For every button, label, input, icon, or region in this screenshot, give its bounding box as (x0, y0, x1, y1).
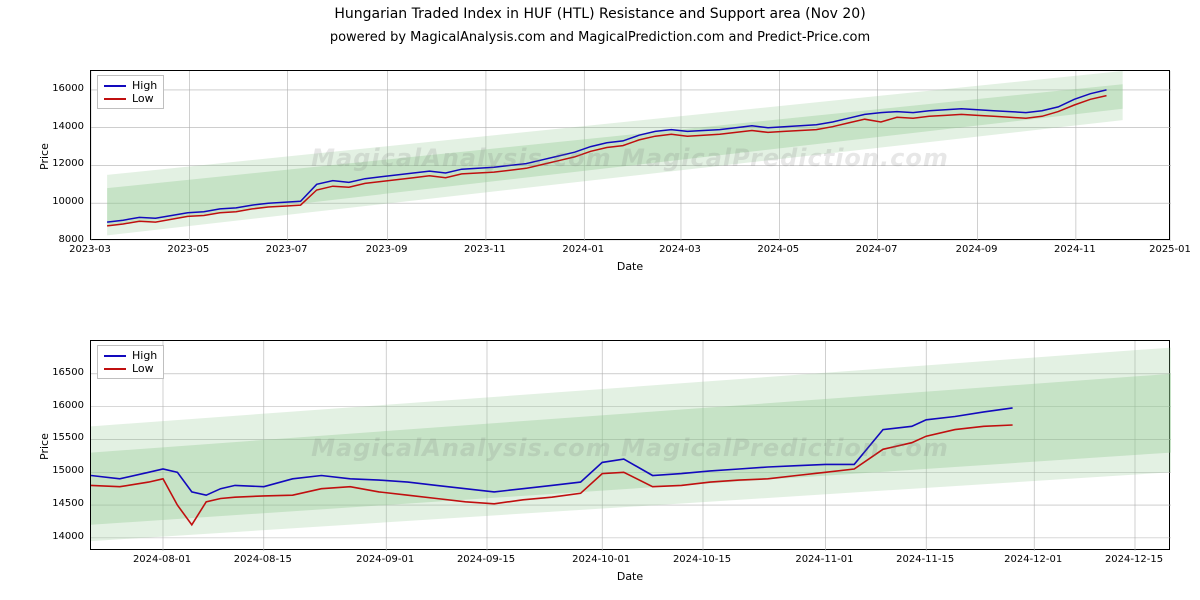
legend-item: High (104, 79, 157, 92)
legend-label: Low (132, 362, 154, 375)
chart-bottom-ylabel: Price (38, 433, 51, 460)
legend-swatch (104, 368, 126, 370)
xtick-label: 2024-07 (837, 244, 917, 255)
xtick-label: 2024-11-01 (784, 554, 864, 565)
ytick-label: 16500 (52, 367, 84, 378)
legend-swatch (104, 98, 126, 100)
xtick-label: 2023-05 (148, 244, 228, 255)
legend-item: High (104, 349, 157, 362)
legend-label: Low (132, 92, 154, 105)
chart-subtitle: powered by MagicalAnalysis.com and Magic… (0, 30, 1200, 45)
legend-item: Low (104, 92, 157, 105)
xtick-label: 2024-08-15 (223, 554, 303, 565)
legend-top: HighLow (97, 75, 164, 109)
ytick-label: 14000 (52, 531, 84, 542)
legend-item: Low (104, 362, 157, 375)
legend-swatch (104, 355, 126, 357)
xtick-label: 2023-07 (247, 244, 327, 255)
ytick-label: 14500 (52, 498, 84, 509)
page-root: Hungarian Traded Index in HUF (HTL) Resi… (0, 0, 1200, 600)
xtick-label: 2023-03 (50, 244, 130, 255)
chart-bottom-xlabel: Date (90, 570, 1170, 583)
ytick-label: 16000 (52, 400, 84, 411)
legend-label: High (132, 349, 157, 362)
xtick-label: 2024-10-01 (561, 554, 641, 565)
xtick-label: 2025-01 (1130, 244, 1200, 255)
xtick-label: 2024-01 (543, 244, 623, 255)
chart-top-ylabel: Price (38, 143, 51, 170)
ytick-label: 15500 (52, 432, 84, 443)
legend-label: High (132, 79, 157, 92)
ytick-label: 10000 (52, 196, 84, 207)
xtick-label: 2023-11 (445, 244, 525, 255)
xtick-label: 2024-09 (937, 244, 1017, 255)
chart-bottom: MagicalAnalysis.com MagicalPrediction.co… (90, 340, 1170, 550)
xtick-label: 2024-12-15 (1094, 554, 1174, 565)
chart-top-xlabel: Date (90, 260, 1170, 273)
chart-bottom-plot (91, 341, 1171, 551)
xtick-label: 2024-12-01 (993, 554, 1073, 565)
xtick-label: 2024-08-01 (122, 554, 202, 565)
chart-title: Hungarian Traded Index in HUF (HTL) Resi… (0, 6, 1200, 22)
xtick-label: 2024-09-15 (446, 554, 526, 565)
xtick-label: 2024-11-15 (885, 554, 965, 565)
chart-top: MagicalAnalysis.com MagicalPrediction.co… (90, 70, 1170, 240)
ytick-label: 15000 (52, 465, 84, 476)
xtick-label: 2024-11 (1035, 244, 1115, 255)
xtick-label: 2023-09 (347, 244, 427, 255)
ytick-label: 16000 (52, 83, 84, 94)
xtick-label: 2024-09-01 (345, 554, 425, 565)
ytick-label: 12000 (52, 158, 84, 169)
chart-top-plot (91, 71, 1171, 241)
ytick-label: 14000 (52, 121, 84, 132)
legend-swatch (104, 85, 126, 87)
legend-bottom: HighLow (97, 345, 164, 379)
xtick-label: 2024-03 (640, 244, 720, 255)
xtick-label: 2024-10-15 (662, 554, 742, 565)
xtick-label: 2024-05 (738, 244, 818, 255)
